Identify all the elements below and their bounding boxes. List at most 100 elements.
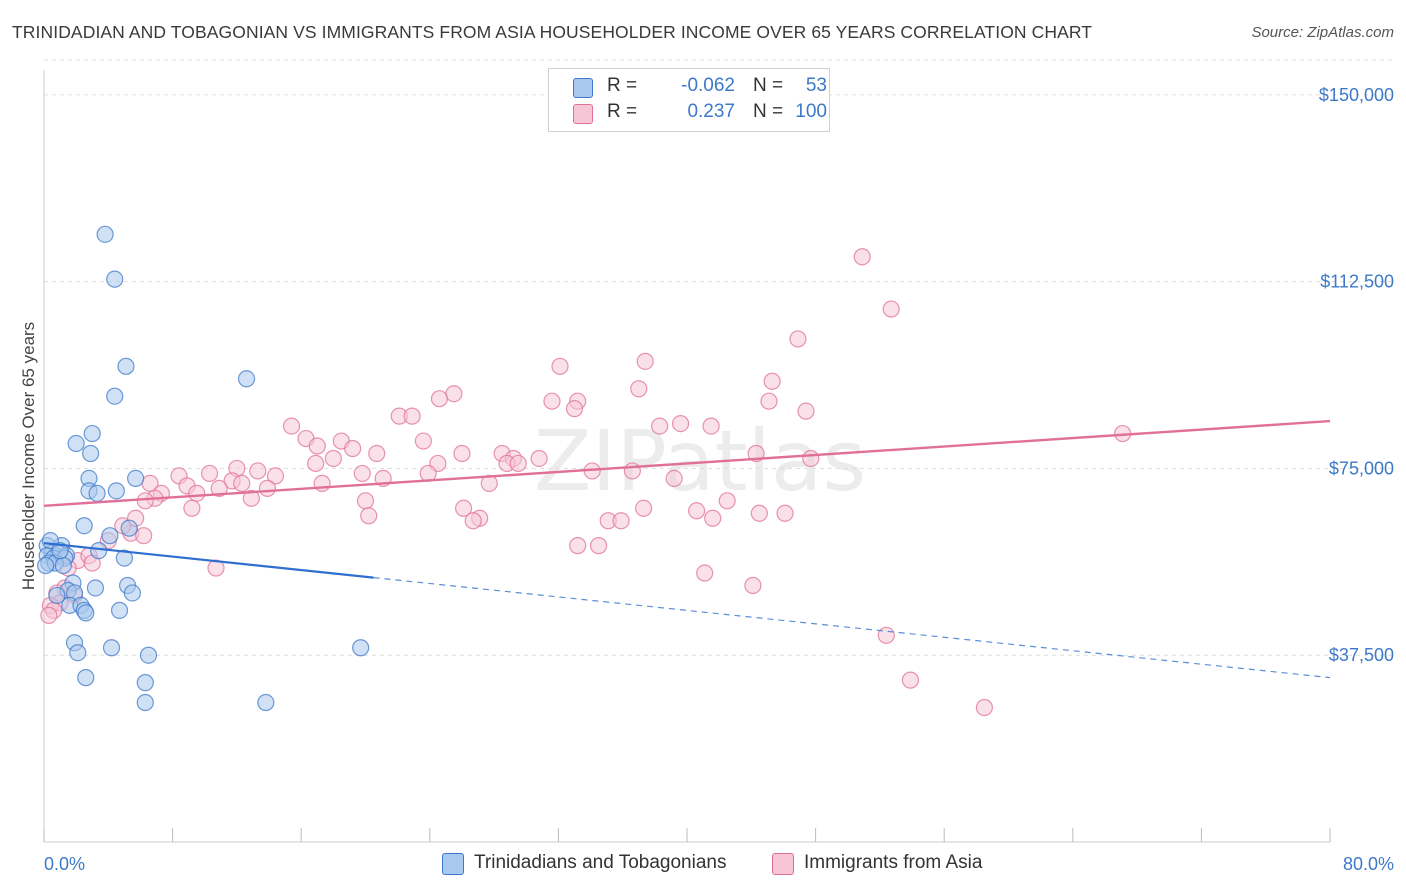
correlation-legend: R = -0.062 N = 53 R = 0.237 N = 100 xyxy=(548,68,830,132)
data-point-trinidadians[interactable] xyxy=(117,357,135,375)
data-point-asia[interactable] xyxy=(282,417,301,435)
data-point-trinidadians[interactable] xyxy=(77,604,95,622)
data-point-trinidadians[interactable] xyxy=(102,639,121,657)
y-tick-label: $112,500 xyxy=(1320,272,1394,292)
data-point-trinidadians[interactable] xyxy=(88,484,106,502)
data-point-trinidadians[interactable] xyxy=(75,517,93,535)
data-point-asia[interactable] xyxy=(233,474,251,492)
data-point-asia[interactable] xyxy=(651,417,669,435)
data-point-asia[interactable] xyxy=(136,492,154,510)
data-point-asia[interactable] xyxy=(877,626,895,644)
data-point-trinidadians[interactable] xyxy=(107,482,125,500)
data-point-asia[interactable] xyxy=(776,504,794,522)
data-point-trinidadians[interactable] xyxy=(54,556,72,575)
data-point-asia[interactable] xyxy=(360,507,378,525)
data-point-asia[interactable] xyxy=(454,499,473,517)
data-point-asia[interactable] xyxy=(464,512,482,530)
data-point-asia[interactable] xyxy=(551,357,569,375)
data-point-asia[interactable] xyxy=(135,527,153,545)
data-point-asia[interactable] xyxy=(665,469,683,487)
data-point-asia[interactable] xyxy=(356,492,375,510)
trend-line-asia xyxy=(43,419,1331,507)
data-point-asia[interactable] xyxy=(882,300,900,318)
data-point-asia[interactable] xyxy=(324,449,342,468)
data-point-asia[interactable] xyxy=(569,537,587,555)
data-point-trinidadians[interactable] xyxy=(51,542,69,560)
data-point-asia[interactable] xyxy=(750,504,768,522)
data-point-trinidadians[interactable] xyxy=(127,469,145,487)
source-label: Source: ZipAtlas.com xyxy=(1251,24,1394,41)
data-point-asia[interactable] xyxy=(403,407,421,425)
data-point-trinidadians[interactable] xyxy=(83,424,101,443)
data-point-trinidadians[interactable] xyxy=(96,225,114,243)
data-point-trinidadians[interactable] xyxy=(123,584,142,602)
data-point-asia[interactable] xyxy=(589,537,608,555)
data-point-asia[interactable] xyxy=(763,372,781,390)
data-point-asia[interactable] xyxy=(901,671,920,689)
data-point-asia[interactable] xyxy=(802,449,820,468)
bottom-legend-label: Immigrants from Asia xyxy=(804,852,983,873)
data-point-asia[interactable] xyxy=(704,509,722,527)
data-point-trinidadians[interactable] xyxy=(237,370,256,388)
data-point-trinidadians[interactable] xyxy=(90,542,108,560)
data-point-asia[interactable] xyxy=(40,606,58,624)
data-point-trinidadians[interactable] xyxy=(37,556,55,575)
data-point-trinidadians[interactable] xyxy=(67,434,85,453)
data-point-asia[interactable] xyxy=(266,467,285,485)
data-point-asia[interactable] xyxy=(530,449,548,468)
data-point-trinidadians[interactable] xyxy=(77,669,95,687)
data-point-trinidadians[interactable] xyxy=(352,639,370,657)
data-point-asia[interactable] xyxy=(975,698,993,717)
data-point-asia[interactable] xyxy=(307,454,325,473)
data-point-asia[interactable] xyxy=(671,415,690,433)
data-point-asia[interactable] xyxy=(744,576,762,595)
data-point-asia[interactable] xyxy=(249,462,267,480)
data-point-asia[interactable] xyxy=(353,464,371,483)
data-point-asia[interactable] xyxy=(543,392,561,410)
data-point-asia[interactable] xyxy=(623,462,641,480)
data-point-asia[interactable] xyxy=(183,499,201,517)
data-point-asia[interactable] xyxy=(509,454,527,473)
data-point-asia[interactable] xyxy=(258,479,277,497)
data-point-trinidadians[interactable] xyxy=(115,549,133,567)
data-point-asia[interactable] xyxy=(453,444,471,463)
data-point-asia[interactable] xyxy=(242,489,260,507)
data-point-asia[interactable] xyxy=(565,400,584,418)
data-point-asia[interactable] xyxy=(210,479,228,497)
data-point-asia[interactable] xyxy=(188,484,206,502)
data-point-trinidadians[interactable] xyxy=(48,586,66,605)
data-point-asia[interactable] xyxy=(200,464,219,483)
data-point-trinidadians[interactable] xyxy=(110,601,129,619)
trend-line-trinidadians-dashed xyxy=(373,577,1331,679)
data-point-asia[interactable] xyxy=(368,444,386,463)
data-point-trinidadians[interactable] xyxy=(82,444,100,463)
data-point-asia[interactable] xyxy=(634,499,653,517)
data-point-asia[interactable] xyxy=(760,392,778,410)
data-point-trinidadians[interactable] xyxy=(120,519,138,537)
data-point-asia[interactable] xyxy=(853,248,871,266)
data-point-asia[interactable] xyxy=(308,437,326,455)
y-tick-label: $150,000 xyxy=(1319,85,1394,105)
data-point-trinidadians[interactable] xyxy=(106,270,124,288)
data-point-trinidadians[interactable] xyxy=(136,674,154,692)
data-point-asia[interactable] xyxy=(702,417,720,435)
data-point-asia[interactable] xyxy=(696,564,714,582)
data-point-trinidadians[interactable] xyxy=(106,387,124,405)
data-point-asia[interactable] xyxy=(688,502,706,520)
data-point-trinidadians[interactable] xyxy=(136,693,154,712)
data-point-trinidadians[interactable] xyxy=(139,646,158,664)
data-point-asia[interactable] xyxy=(445,385,463,403)
data-point-asia[interactable] xyxy=(797,402,815,420)
data-point-trinidadians[interactable] xyxy=(101,527,119,545)
data-point-asia[interactable] xyxy=(430,390,449,408)
data-point-trinidadians[interactable] xyxy=(257,693,275,712)
data-point-asia[interactable] xyxy=(414,432,432,450)
data-point-asia[interactable] xyxy=(612,512,630,530)
data-point-asia[interactable] xyxy=(636,352,654,370)
data-point-trinidadians[interactable] xyxy=(69,644,87,662)
data-point-asia[interactable] xyxy=(344,439,362,458)
data-point-trinidadians[interactable] xyxy=(86,579,105,597)
data-point-asia[interactable] xyxy=(718,492,736,510)
data-point-asia[interactable] xyxy=(789,330,807,348)
data-point-asia[interactable] xyxy=(630,380,648,398)
